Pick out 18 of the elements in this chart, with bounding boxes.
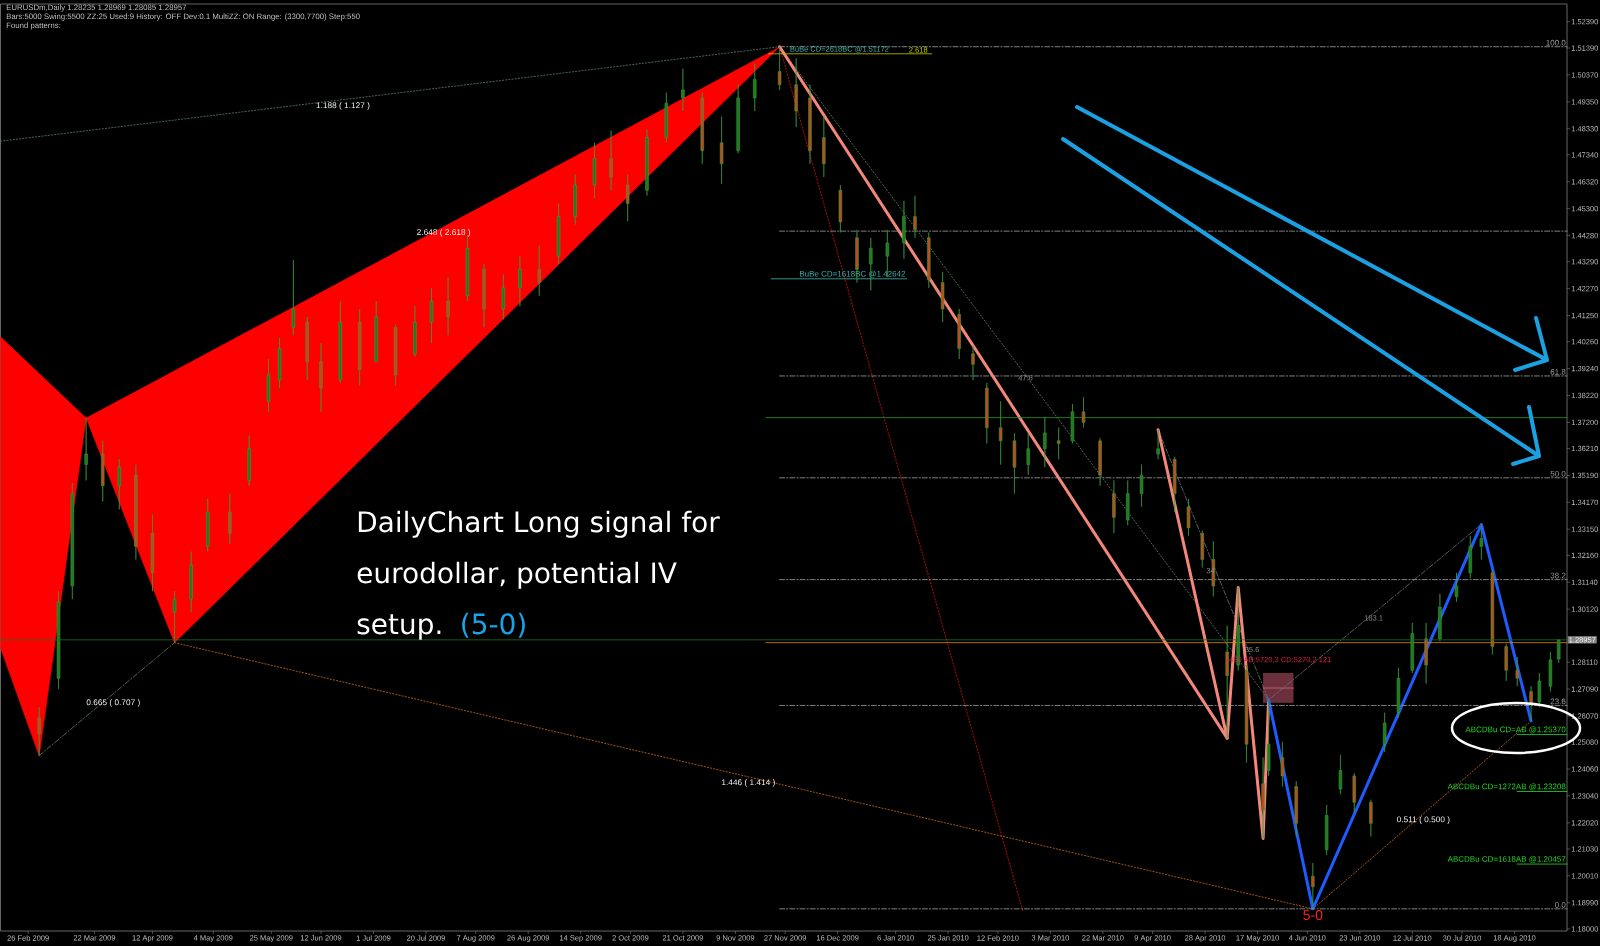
annotation: eurodollar, potential IV — [357, 561, 677, 589]
series-label: 61.8 — [1550, 369, 1566, 375]
series-label: ABCDBu CD=1618AB @1.20457 — [1447, 855, 1566, 863]
series-label: 0.0 — [1554, 901, 1566, 908]
series-label: ABCDBu CD=1272AB @1.23208 — [1447, 783, 1566, 791]
annotation: 1.188 ( 1.127 ) — [316, 102, 370, 110]
annotation: setup. — [357, 614, 441, 640]
series-label: ABCDBu CD=AB @1.25370 — [1465, 726, 1566, 734]
annotation: 1.446 ( 1.414 ) — [721, 779, 775, 787]
series-label: 23.6 — [1550, 698, 1566, 705]
series-label: 100.0 — [1546, 39, 1566, 46]
annotation: (5-0) — [462, 612, 525, 638]
annotation: 0.665 ( 0.707 ) — [86, 699, 140, 707]
series-label: 38.2 — [1550, 572, 1566, 579]
annotation: 5-0 — [1303, 910, 1323, 920]
annotation: DailyChart Long signal for — [358, 510, 720, 538]
annotation: 0.511 ( 0.500 ) — [1396, 816, 1450, 824]
series-label: 50.0 — [1550, 470, 1566, 477]
